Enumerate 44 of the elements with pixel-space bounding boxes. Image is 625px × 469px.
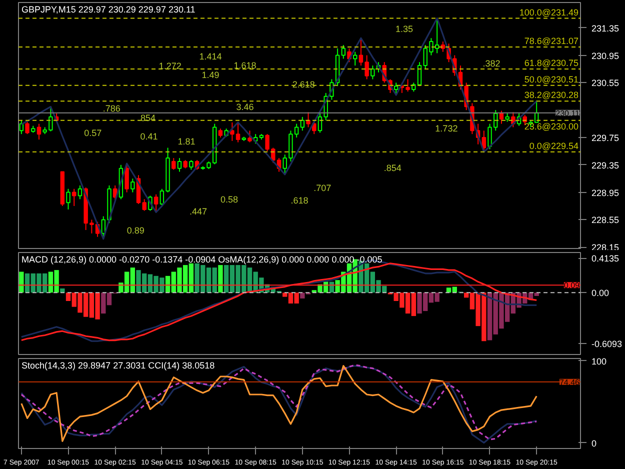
annotation: 1.618: [234, 60, 256, 70]
y-tick-label: 229.75: [592, 132, 620, 143]
y-tick-label: -0.6093: [592, 339, 622, 350]
annotation: .382: [482, 58, 500, 68]
annotation: 0.41: [140, 132, 158, 142]
y-tick-label: 100: [592, 356, 607, 366]
chart-title: MACD (12,26,9) 0.0000 -0.0270 -0.1374 -0.0904 OsMA(12,26,9) 0.000 0.000 0.000 -0.005: [22, 254, 382, 264]
ref-line-label: 50.0@230.51: [524, 74, 579, 84]
annotation: 0.58: [220, 194, 238, 205]
ref-line-label: 78.6@231.07: [524, 36, 579, 46]
annotation: 0.57: [84, 128, 102, 138]
y-tick-label: 228.55: [592, 215, 620, 226]
annotation: .707: [314, 183, 332, 194]
annotation: .854: [384, 163, 402, 174]
y-tick-label: 230.55: [592, 78, 620, 88]
annotation: 1.414: [199, 51, 222, 62]
y-tick-label: 231.35: [592, 23, 620, 34]
annotation: 1.49: [202, 70, 220, 80]
ref-line-label: 38.2@230.28: [524, 90, 579, 100]
ref-line-label: 0.0@229.54: [529, 140, 579, 151]
annotation: 1.732: [435, 123, 458, 134]
y-tick-label: 230.95: [592, 50, 620, 61]
y-tick-label: 0.4135: [592, 254, 620, 264]
y-tick-label: 0: [592, 438, 597, 448]
annotation: .618: [290, 195, 308, 206]
ref-line-label: 0.09: [564, 281, 580, 290]
annotation: .447: [189, 206, 207, 216]
annotation: .786: [102, 104, 120, 114]
y-tick-label: 0.00: [592, 288, 610, 298]
ref-line-label: 23.6@230.00: [524, 121, 579, 132]
y-tick-label: 228.95: [592, 188, 620, 198]
ref-line-label: 100.0@231.49: [519, 7, 578, 18]
ref-line-label: 61.8@230.75: [524, 58, 579, 68]
annotation: 1.272: [158, 61, 182, 72]
y-tick-label: 229.35: [592, 160, 620, 170]
annotation: 2.618: [292, 80, 315, 90]
annotation: 0.89: [126, 226, 144, 236]
annotation: 1.81: [178, 136, 196, 146]
ref-line-label: 230.11: [556, 108, 580, 118]
annotation: 3.46: [236, 102, 254, 112]
annotation: 1.35: [396, 24, 414, 34]
chart-title: Stoch(14,3,3) 29.8947 27.3031 CCI(14) 38.0518: [22, 360, 215, 370]
ref-line-label: 74.46: [559, 378, 580, 387]
chart-title: GBPJPY,M15 229.97 230.29 229.97 230.11: [22, 4, 196, 14]
